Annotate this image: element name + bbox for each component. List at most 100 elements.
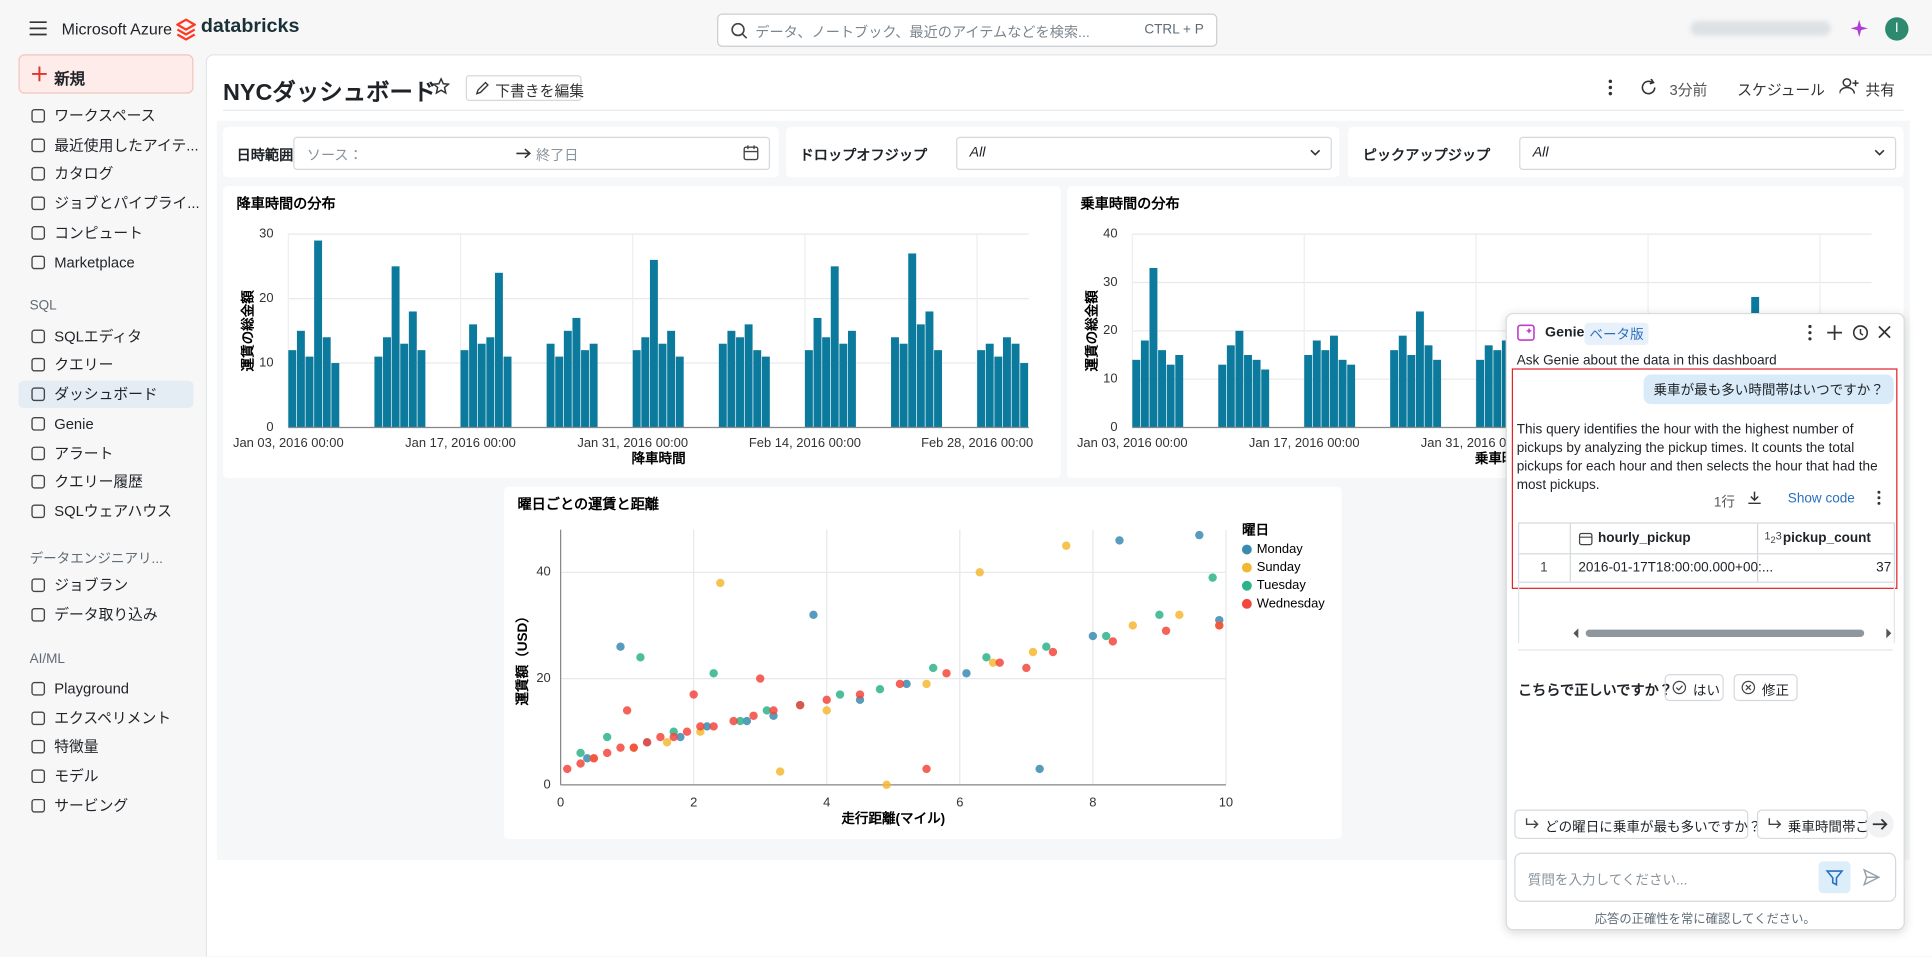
nav-item[interactable]: カタログ [18,161,193,188]
bar [632,350,641,428]
bar [736,337,744,428]
user-question: 乗車が最も多い時間帯はいつですか？ [1643,374,1894,405]
legend-label: Tuesday [1257,577,1307,592]
new-button[interactable]: 新規 [18,54,194,94]
nav-section-title: SQL [29,298,57,314]
nav-item[interactable]: Marketplace [18,248,193,275]
point [895,679,905,689]
refresh-icon[interactable] [1640,78,1657,96]
edit-draft-label: 下書きを編集 [495,82,585,100]
column-header[interactable]: pickup_count [1782,531,1871,546]
nav-item[interactable]: SQLエディタ [18,322,193,349]
feedback-yes[interactable]: はい [1664,673,1724,702]
bar [847,330,856,428]
row-divider [1519,553,1894,555]
nav-item[interactable]: Genie [18,410,193,437]
date-input[interactable]: ソース： 終了日 [293,136,771,171]
select[interactable]: All [956,136,1332,171]
nav-item[interactable]: ジョブとパイプライ... [18,190,200,217]
point [622,706,632,715]
suggestion[interactable]: どの曜日に乗車が最も多いですか？ [1514,809,1761,840]
bar [934,350,943,428]
nav-item[interactable]: ダッシュボード [18,380,194,408]
nav-icon [31,387,46,402]
bar [753,350,762,428]
point [656,732,665,742]
avatar[interactable]: I [1885,17,1909,41]
bar [417,350,426,428]
nav-icon [31,196,46,211]
icon-shape [31,416,46,431]
bar [581,350,589,428]
x-tick-label: 4 [823,795,830,810]
suggestion[interactable]: 乗車時間帯ご [1756,809,1868,840]
bar [477,343,486,428]
nav-icon [31,138,46,152]
nav-item[interactable]: サービング [18,792,193,819]
nav-item[interactable]: クエリー履歴 [18,468,193,495]
nav-item[interactable]: コンピュート [18,219,193,246]
show-code[interactable]: Show code [1787,491,1855,507]
share-button[interactable]: 共有 [1865,81,1895,99]
workspace-name[interactable] [1690,20,1831,36]
chart-title: 乗車時間の分布 [1080,195,1180,212]
nav-item[interactable]: Playground [18,675,193,702]
icon-shape [31,607,46,622]
search-box[interactable]: データ、ノートブック、最近のアイテムなどを検索... CTRL + P [717,13,1218,47]
bar [1261,369,1270,428]
x-icon [1741,680,1756,695]
schedule-button[interactable]: スケジュール [1737,81,1825,99]
nav-item[interactable]: クエリー [18,352,193,379]
bar [1390,350,1399,428]
bar [658,343,667,428]
nav-item[interactable]: データ取り込み [18,601,193,628]
icon-shape [31,578,46,593]
column-header[interactable]: hourly_pickup [1598,531,1691,546]
nav-item[interactable]: ジョブラン [18,572,193,599]
nav-label: ダッシュボード [54,385,158,404]
point [736,716,745,726]
genie-actions[interactable] [1807,324,1899,341]
nav-item[interactable]: アラート [18,439,193,466]
point [795,700,805,710]
genie-panel: Genie ベータ版 Ask Genie about the data in t… [1505,312,1905,931]
bar [589,343,598,428]
kebab-icon[interactable] [1608,79,1613,96]
assistant-icon[interactable] [1850,19,1868,37]
filter-button[interactable] [1818,861,1851,894]
download-icon[interactable] [1747,490,1762,505]
point [1215,621,1224,630]
edit-draft-button[interactable]: 下書きを編集 [465,75,585,102]
bar [1002,337,1011,428]
bar [1158,350,1166,428]
point [589,754,599,763]
share-icon[interactable] [1839,78,1860,95]
feedback-fix[interactable]: 修正 [1733,673,1798,702]
logo[interactable] [176,18,196,41]
filter-label: ドロップオフジップ [799,149,928,164]
nav-item[interactable]: 特徴量 [18,734,193,761]
nav-item[interactable]: 最近使用したアイテ... [18,131,199,158]
send-button[interactable] [1862,868,1881,886]
next-button[interactable] [1865,809,1895,839]
point [1062,541,1071,550]
star-icon[interactable] [432,77,450,95]
nav-item[interactable]: ワークスペース [18,102,193,129]
nav-item[interactable]: モデル [18,763,193,790]
bar [555,356,564,428]
nav-item[interactable]: エクスペリメント [18,704,193,731]
point [922,764,931,774]
icon-shape [31,225,46,240]
bar [641,337,650,428]
select[interactable]: All [1519,136,1897,171]
nav-item[interactable]: SQLウェアハウス [18,498,193,525]
point [1022,663,1031,673]
x-tick-label: Feb 14, 2016 00:00 [749,435,861,450]
menu-icon[interactable] [29,21,47,36]
scrollbar[interactable] [1571,627,1894,639]
legend-label: Sunday [1257,559,1301,574]
question-input[interactable]: 質問を入力してください... [1514,852,1897,902]
bar [391,266,400,428]
kebab-icon[interactable] [1876,490,1881,505]
new-label: 新規 [54,70,86,88]
